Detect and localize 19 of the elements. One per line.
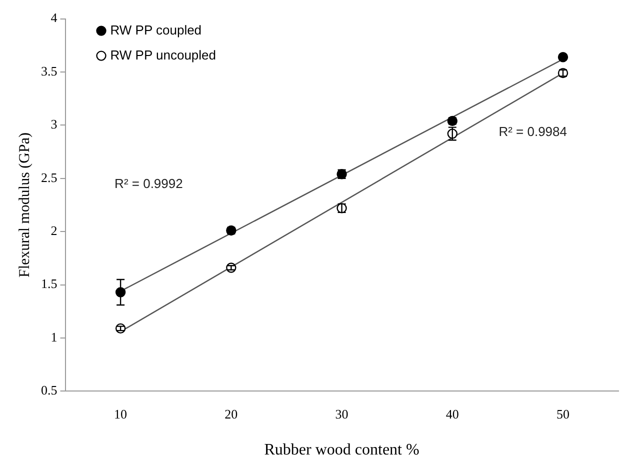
y-axis-title: Flexural modulus (GPa) (16, 132, 33, 278)
x-tick-label: 10 (114, 406, 128, 422)
x-tick-label: 40 (446, 406, 459, 422)
annotation: R² = 0.9984 (498, 124, 567, 139)
y-tick-label: 1.5 (41, 276, 58, 292)
y-tick-label: 1 (50, 329, 58, 344)
y-tick-label: 3 (50, 116, 58, 132)
annotation: R² = 0.9992 (114, 176, 183, 192)
y-tick-label: 4 (50, 10, 58, 26)
legend-label: RW PP coupled (110, 22, 202, 38)
x-tick-label: 50 (556, 406, 570, 422)
y-tick-label: 2.5 (41, 170, 58, 185)
y-tick-label: 2 (50, 223, 58, 238)
y-tick-label: 0.5 (41, 382, 58, 398)
x-tick-label: 30 (335, 406, 348, 422)
x-tick-label: 20 (224, 406, 238, 422)
y-tick-label: 3.5 (41, 63, 58, 78)
x-axis-title: Rubber wood content % (264, 442, 420, 459)
legend-label: RW PP uncoupled (110, 47, 216, 62)
